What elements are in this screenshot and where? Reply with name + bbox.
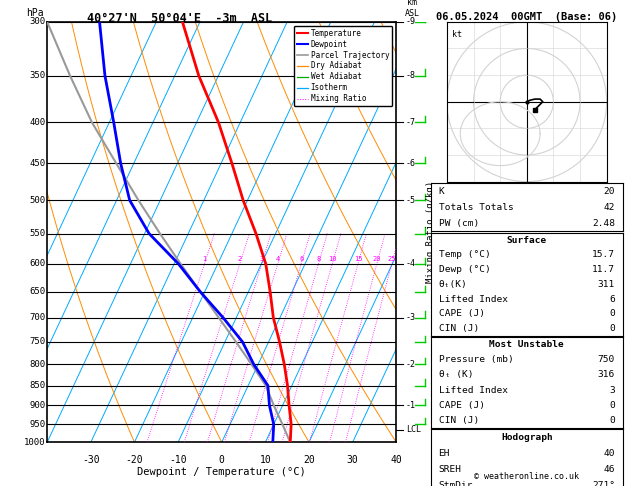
Text: EH: EH xyxy=(438,449,450,458)
Text: -30: -30 xyxy=(82,455,99,465)
Text: 500: 500 xyxy=(30,196,45,205)
Text: 1000: 1000 xyxy=(24,438,45,447)
Text: 850: 850 xyxy=(30,381,45,390)
Text: Totals Totals: Totals Totals xyxy=(438,203,513,212)
Text: 900: 900 xyxy=(30,401,45,410)
Text: 311: 311 xyxy=(598,280,615,289)
Text: 42: 42 xyxy=(604,203,615,212)
Text: θₜ(K): θₜ(K) xyxy=(438,280,467,289)
Text: -10: -10 xyxy=(169,455,187,465)
Text: 3: 3 xyxy=(610,385,615,395)
Text: 30: 30 xyxy=(347,455,359,465)
Text: Surface: Surface xyxy=(507,236,547,245)
Text: Lifted Index: Lifted Index xyxy=(438,295,508,304)
Text: 4: 4 xyxy=(276,256,280,262)
Text: 0: 0 xyxy=(610,309,615,318)
Text: kt: kt xyxy=(452,30,462,39)
Text: 300: 300 xyxy=(30,17,45,26)
Text: CAPE (J): CAPE (J) xyxy=(438,400,484,410)
Text: 6: 6 xyxy=(299,256,303,262)
Text: 450: 450 xyxy=(30,159,45,168)
Text: CIN (J): CIN (J) xyxy=(438,416,479,425)
Legend: Temperature, Dewpoint, Parcel Trajectory, Dry Adiabat, Wet Adiabat, Isotherm, Mi: Temperature, Dewpoint, Parcel Trajectory… xyxy=(294,26,392,106)
Text: -7: -7 xyxy=(406,118,416,127)
Text: 8: 8 xyxy=(316,256,321,262)
Text: SREH: SREH xyxy=(438,465,462,474)
Text: 550: 550 xyxy=(30,229,45,238)
Text: km
ASL: km ASL xyxy=(404,0,420,17)
Text: 1: 1 xyxy=(203,256,206,262)
Text: 2: 2 xyxy=(238,256,242,262)
Text: Pressure (mb): Pressure (mb) xyxy=(438,355,513,364)
Text: 316: 316 xyxy=(598,370,615,380)
Text: 20: 20 xyxy=(303,455,315,465)
Text: 800: 800 xyxy=(30,360,45,369)
Text: -6: -6 xyxy=(406,159,416,168)
Text: -9: -9 xyxy=(406,17,416,26)
Text: 46: 46 xyxy=(604,465,615,474)
Text: K: K xyxy=(438,187,444,196)
Text: Dewp (°C): Dewp (°C) xyxy=(438,265,490,274)
Text: 10: 10 xyxy=(260,455,271,465)
Text: PW (cm): PW (cm) xyxy=(438,219,479,228)
Text: 0: 0 xyxy=(610,400,615,410)
Text: Hodograph: Hodograph xyxy=(501,433,553,442)
Text: CIN (J): CIN (J) xyxy=(438,324,479,333)
Text: 600: 600 xyxy=(30,260,45,268)
Text: 06.05.2024  00GMT  (Base: 06): 06.05.2024 00GMT (Base: 06) xyxy=(436,12,618,22)
Text: θₜ (K): θₜ (K) xyxy=(438,370,473,380)
Text: Temp (°C): Temp (°C) xyxy=(438,250,490,260)
Text: 6: 6 xyxy=(610,295,615,304)
Text: 700: 700 xyxy=(30,313,45,322)
Text: -3: -3 xyxy=(406,313,416,322)
Text: 40: 40 xyxy=(604,449,615,458)
Text: 0: 0 xyxy=(610,416,615,425)
Text: 350: 350 xyxy=(30,71,45,80)
Text: -5: -5 xyxy=(406,196,416,205)
Text: 750: 750 xyxy=(30,337,45,347)
Text: -8: -8 xyxy=(406,71,416,80)
Text: 271°: 271° xyxy=(592,481,615,486)
Text: 20: 20 xyxy=(372,256,381,262)
Text: 750: 750 xyxy=(598,355,615,364)
Text: Mixing Ratio (g/kg): Mixing Ratio (g/kg) xyxy=(426,181,435,283)
Text: 11.7: 11.7 xyxy=(592,265,615,274)
Text: hPa: hPa xyxy=(26,8,44,17)
Text: 650: 650 xyxy=(30,287,45,296)
Text: Dewpoint / Temperature (°C): Dewpoint / Temperature (°C) xyxy=(137,468,306,477)
Text: 400: 400 xyxy=(30,118,45,127)
Text: StmDir: StmDir xyxy=(438,481,473,486)
Text: 0: 0 xyxy=(219,455,225,465)
Text: 25: 25 xyxy=(387,256,396,262)
Text: 20: 20 xyxy=(604,187,615,196)
Text: 15.7: 15.7 xyxy=(592,250,615,260)
Text: 15: 15 xyxy=(353,256,362,262)
Text: Lifted Index: Lifted Index xyxy=(438,385,508,395)
Text: 3: 3 xyxy=(260,256,264,262)
Text: -4: -4 xyxy=(406,260,416,268)
Text: 10: 10 xyxy=(328,256,337,262)
Text: -1: -1 xyxy=(406,401,416,410)
Text: Most Unstable: Most Unstable xyxy=(489,340,564,349)
Text: 40°27'N  50°04'E  -3m  ASL: 40°27'N 50°04'E -3m ASL xyxy=(87,12,272,25)
Text: 0: 0 xyxy=(610,324,615,333)
Text: -2: -2 xyxy=(406,360,416,369)
Text: LCL: LCL xyxy=(406,425,421,434)
Text: © weatheronline.co.uk: © weatheronline.co.uk xyxy=(474,472,579,481)
Text: 950: 950 xyxy=(30,420,45,429)
Text: -20: -20 xyxy=(126,455,143,465)
Text: CAPE (J): CAPE (J) xyxy=(438,309,484,318)
Text: 2.48: 2.48 xyxy=(592,219,615,228)
Text: 40: 40 xyxy=(391,455,402,465)
